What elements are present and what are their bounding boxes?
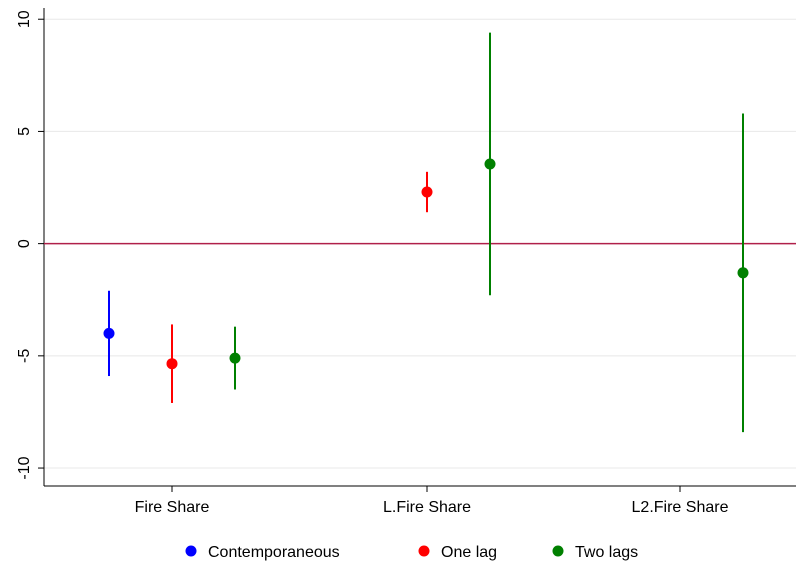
legend-marker	[552, 545, 564, 557]
legend-marker	[418, 545, 430, 557]
point-estimate	[166, 358, 178, 370]
legend-marker	[185, 545, 197, 557]
point-estimate	[484, 158, 496, 170]
point-estimate	[229, 352, 241, 364]
legend: Contemporaneous One lag Two lags	[185, 544, 638, 561]
point-estimate	[421, 186, 433, 198]
x-axis: Fire Share L.Fire Share L2.Fire Share	[44, 485, 796, 516]
legend-label: Contemporaneous	[208, 544, 340, 561]
legend-label: One lag	[441, 544, 497, 561]
legend-label: Two lags	[575, 544, 638, 561]
y-tick-label: 5	[16, 127, 33, 136]
y-tick-label: -10	[16, 456, 33, 479]
point-estimate	[103, 327, 115, 339]
x-tick-label: L.Fire Share	[383, 499, 471, 516]
y-tick-label: 10	[16, 10, 33, 28]
x-tick-label: Fire Share	[135, 499, 210, 516]
series-marks	[103, 32, 749, 433]
point-estimate	[737, 267, 749, 279]
y-tick-label: 0	[16, 239, 33, 248]
y-axis: 10 5 0 -5 -10	[16, 8, 45, 486]
x-tick-label: L2.Fire Share	[632, 499, 729, 516]
y-tick-label: -5	[16, 349, 33, 363]
